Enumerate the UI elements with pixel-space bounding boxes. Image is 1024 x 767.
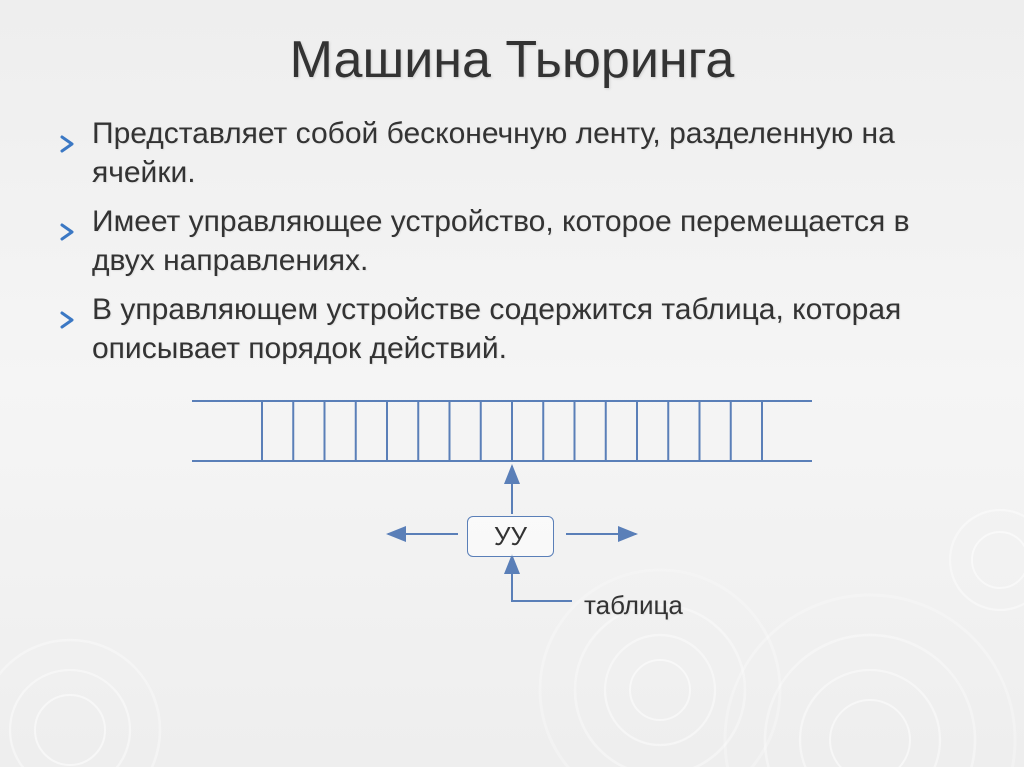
table-label: таблица bbox=[584, 590, 683, 621]
tape bbox=[192, 401, 812, 461]
bullet-item: Представляет собой бесконечную ленту, ра… bbox=[60, 114, 974, 192]
bullet-text: Имеет управляющее устройство, которое пе… bbox=[92, 205, 910, 277]
chevron-right-icon bbox=[60, 300, 76, 339]
bullet-item: Имеет управляющее устройство, которое пе… bbox=[60, 202, 974, 280]
bullet-item: В управляющем устройстве содержится табл… bbox=[60, 290, 974, 368]
control-unit-box: УУ bbox=[467, 516, 554, 557]
chevron-right-icon bbox=[60, 124, 76, 163]
turing-diagram: УУ таблица bbox=[162, 396, 862, 646]
chevron-right-icon bbox=[60, 212, 76, 251]
bullet-text: В управляющем устройстве содержится табл… bbox=[92, 293, 901, 365]
slide-content: Машина Тьюринга Представляет собой беско… bbox=[0, 0, 1024, 676]
bullet-text: Представляет собой бесконечную ленту, ра… bbox=[92, 117, 895, 189]
bullet-list: Представляет собой бесконечную ленту, ра… bbox=[50, 114, 974, 368]
slide-title: Машина Тьюринга bbox=[50, 30, 974, 90]
control-unit-label: УУ bbox=[494, 521, 527, 551]
